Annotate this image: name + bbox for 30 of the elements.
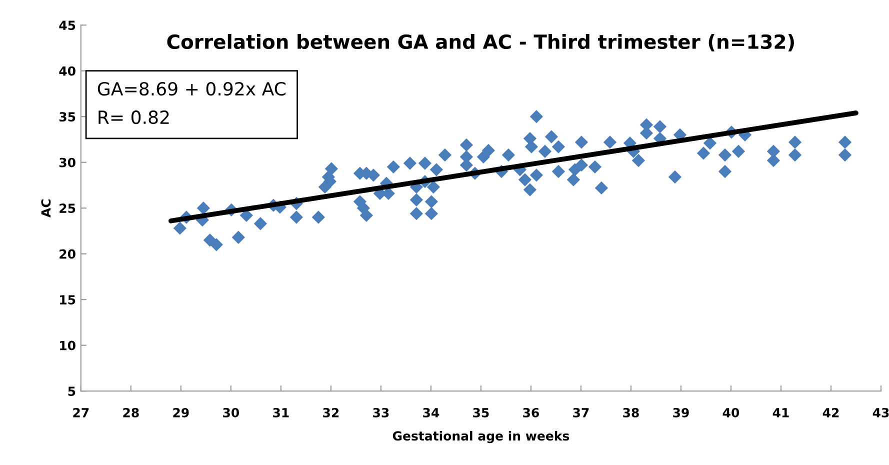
y-tick-label: 25 (60, 204, 76, 214)
annotation: GA=8.69 + 0.92x AC R= 0.82 (98, 82, 286, 124)
x-tick-label: 28 (123, 408, 139, 418)
x-tick-label: 36 (523, 408, 539, 418)
x-tick-label: 39 (673, 408, 689, 418)
x-tick-label: 27 (73, 408, 89, 418)
x-tick-label: 42 (822, 408, 839, 418)
x-tick-label: 37 (573, 408, 589, 418)
x-tick-label: 32 (323, 408, 339, 418)
x-tick-label: 29 (173, 408, 189, 418)
y-tick-label: 15 (60, 295, 76, 305)
chart-title: Correlation between GA and AC - Third trimester (n=132) (167, 34, 794, 52)
x-tick-label: 40 (722, 408, 740, 418)
x-tick-label: 41 (772, 408, 789, 418)
x-axis-title: Gestational age in weeks (392, 430, 570, 444)
x-tick-label: 38 (623, 408, 639, 418)
y-tick-label: 30 (59, 158, 76, 168)
x-tick-label: 43 (872, 408, 889, 418)
x-tick-label: 35 (473, 408, 489, 418)
y-tick-label: 5 (68, 386, 76, 396)
y-axis-title: AC (41, 199, 51, 218)
y-tick-label: 40 (59, 66, 76, 76)
x-tick-label: 30 (223, 408, 240, 418)
y-tick-label: 20 (60, 249, 76, 259)
y-tick-label: 10 (60, 340, 76, 350)
x-tick-label: 33 (373, 408, 389, 418)
x-tick-label: 34 (423, 408, 440, 418)
y-tick-label: 35 (59, 112, 76, 122)
x-tick-label: 31 (273, 408, 289, 418)
y-tick-label: 45 (59, 20, 76, 30)
